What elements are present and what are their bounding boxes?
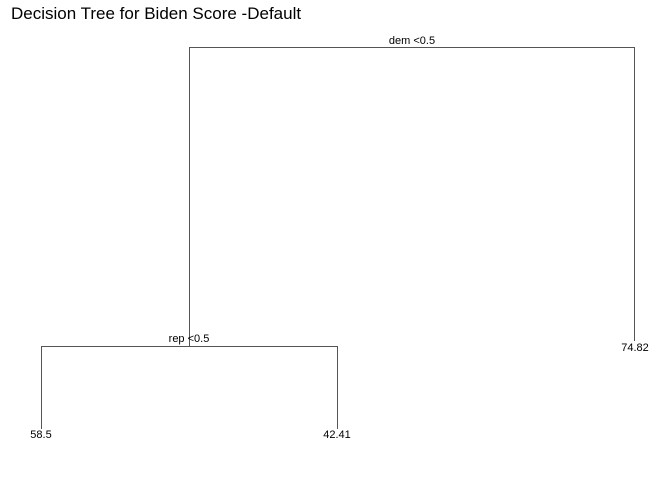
tree-branches xyxy=(41,47,635,429)
chart-title: Decision Tree for Biden Score -Default xyxy=(11,4,302,23)
left-split-branch xyxy=(41,346,338,429)
left-split-label: rep <0.5 xyxy=(169,333,210,345)
leaf-label-right: 74.82 xyxy=(621,342,649,354)
root-split-label: dem <0.5 xyxy=(389,35,435,47)
root-split-branch xyxy=(189,47,635,347)
leaf-label-left-right: 42.41 xyxy=(323,429,351,441)
leaf-label-left-left: 58.5 xyxy=(30,429,51,441)
